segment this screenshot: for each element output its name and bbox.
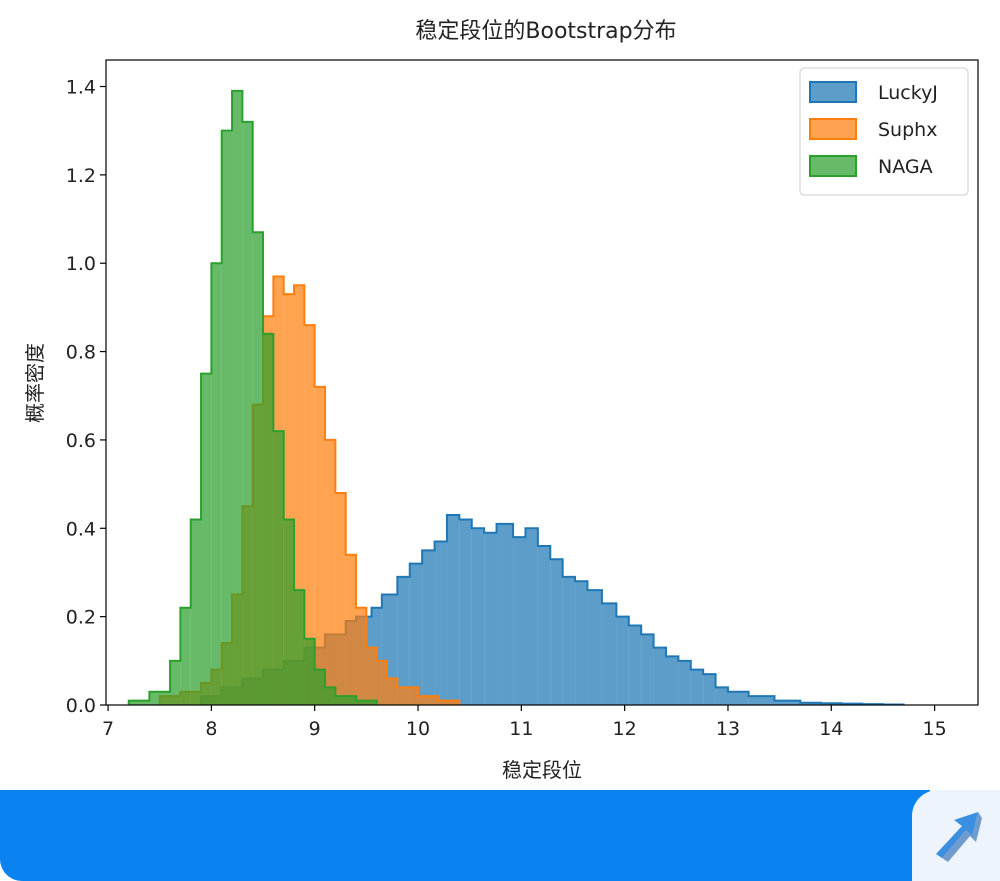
histogram-bar: [242, 121, 253, 706]
histogram-bar: [446, 515, 460, 705]
histogram-bar: [201, 373, 212, 705]
histogram-bar: [748, 696, 775, 705]
y-tick-label: 0.0: [66, 695, 96, 717]
histogram-bar: [653, 647, 666, 705]
x-tick-label: 15: [923, 718, 947, 740]
histogram-bar: [190, 519, 202, 705]
histogram-bar: [325, 439, 336, 705]
histogram-bar: [397, 687, 419, 705]
legend-label: NAGA: [878, 156, 933, 178]
histogram-bar: [438, 700, 460, 705]
x-tick-label: 8: [205, 718, 217, 740]
histogram-bar: [690, 669, 704, 705]
plot-frame: [105, 59, 979, 706]
histogram-bar: [232, 90, 243, 705]
histogram-bar: [715, 687, 728, 705]
histogram-bar: [496, 523, 514, 705]
legend-swatch: [809, 118, 857, 140]
y-tick-label: 1.2: [66, 165, 96, 187]
histogram-bar: [356, 700, 377, 705]
histogram-bar: [283, 519, 295, 705]
histogram-bar: [484, 532, 497, 705]
histogram-bar: [252, 232, 264, 705]
histogram-bar: [774, 700, 801, 705]
histogram-bar: [221, 130, 233, 705]
histogram-bar: [562, 576, 576, 705]
histogram-bar: [335, 696, 357, 705]
x-axis-label: 稳定段位: [502, 758, 582, 782]
histogram-bar: [422, 550, 435, 705]
histogram-bar: [678, 660, 691, 705]
footer-banner: [0, 790, 1000, 881]
histogram-chart: 稳定段位的Bootstrap分布 7 8 9 10 11 12 13 14 15 0.0 0.2 0.…: [23, 19, 979, 782]
x-tick-label: 9: [309, 718, 321, 740]
histogram-bar: [314, 669, 326, 705]
histogram-bar: [335, 492, 346, 705]
y-tick-label: 0.6: [66, 430, 96, 452]
y-tick-label: 0.2: [66, 607, 96, 629]
legend-swatch: [809, 81, 857, 103]
histogram-bar: [513, 537, 526, 705]
histogram-bar: [575, 581, 588, 705]
histogram-bar: [366, 647, 377, 705]
histogram-bar: [294, 285, 305, 705]
histogram-bar: [616, 616, 629, 705]
legend: LuckyJ Suphx NAGA: [799, 67, 969, 196]
histogram-bar: [149, 691, 171, 705]
chart-title: 稳定段位的Bootstrap分布: [415, 19, 676, 44]
footer-blue-band: [0, 790, 930, 881]
x-tick-label: 7: [102, 718, 114, 740]
y-tick-label: 1.0: [66, 253, 96, 275]
y-tick-label: 1.4: [66, 77, 96, 99]
histogram-bar: [471, 528, 485, 705]
histogram-bar: [601, 603, 617, 705]
x-tick-label: 10: [406, 718, 430, 740]
histogram-bar: [180, 607, 191, 705]
y-axis-label: 概率密度: [23, 343, 47, 423]
histogram-bar: [703, 674, 716, 705]
histogram-bar: [525, 528, 538, 705]
x-tick-label: 11: [509, 718, 533, 740]
histogram-bar: [211, 263, 222, 705]
histogram-bar: [273, 431, 284, 705]
histogram-bar: [294, 590, 305, 705]
histogram-bar: [304, 325, 315, 705]
histogram-bar: [418, 696, 439, 705]
histogram-bar: [550, 559, 563, 705]
brand-logo: [912, 790, 1000, 881]
histogram-bar: [727, 691, 749, 705]
histogram-bar: [665, 656, 679, 705]
y-tick-label: 0.4: [66, 518, 96, 540]
x-tick-label: 14: [819, 718, 843, 740]
histogram-bar: [587, 590, 602, 705]
y-tick-label: 0.8: [66, 342, 96, 364]
legend-label: Suphx: [878, 119, 937, 141]
histogram-bar: [283, 294, 295, 705]
legend-label: LuckyJ: [878, 82, 938, 104]
histogram-bar: [356, 607, 367, 705]
arrow-logo-icon: [936, 812, 982, 862]
histogram-bar: [409, 563, 423, 705]
histogram-bar: [128, 700, 150, 705]
x-tick-label: 13: [716, 718, 740, 740]
histogram-bar: [397, 576, 410, 705]
histogram-bar: [628, 625, 642, 705]
histogram-bar: [800, 702, 821, 705]
histogram-bar: [387, 678, 398, 705]
histogram-bar: [376, 660, 388, 705]
histogram-bar: [345, 554, 357, 705]
series-naga: [127, 89, 378, 706]
legend-swatch: [809, 155, 857, 177]
histogram-bar: [641, 634, 654, 705]
histogram-bar: [304, 638, 315, 705]
histogram-bar: [325, 687, 336, 705]
x-tick-label: 12: [613, 718, 637, 740]
histogram-bar: [170, 660, 181, 705]
histogram-bar: [459, 519, 472, 705]
histogram-bar: [263, 333, 274, 705]
histogram-bar: [314, 386, 326, 705]
series-outline: [127, 89, 378, 705]
histogram-bar: [537, 545, 551, 705]
histogram-bar: [434, 541, 447, 705]
